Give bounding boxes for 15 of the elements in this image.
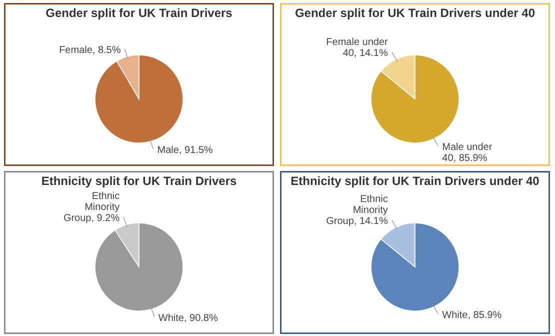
slice-label: White, 85.9%: [442, 310, 502, 321]
slice-label: Male, 91.5%: [157, 145, 213, 156]
slice-label: Ethnic Minority Group, 14.1%: [326, 194, 388, 228]
slice-label: Ethnic Minority Group, 9.2%: [63, 191, 120, 224]
chart-title: Gender split for UK Train Drivers under 40: [294, 6, 536, 20]
chart-title: Ethnicity split for UK Train Drivers: [41, 174, 238, 188]
slice-label: Male under 40, 85.9%: [442, 142, 493, 164]
pie-slice: [370, 54, 460, 144]
slice-label: Female, 8.5%: [59, 44, 121, 56]
chart-title: Ethnicity split for UK Train Drivers under 40: [290, 174, 540, 188]
pie-slice: [94, 54, 184, 144]
chart-title: Gender split for UK Train Drivers: [46, 6, 233, 20]
pie-slice: [370, 222, 460, 312]
slice-label: Female under 40, 14.1%: [326, 37, 389, 60]
slice-label: White, 90.8%: [158, 312, 218, 324]
